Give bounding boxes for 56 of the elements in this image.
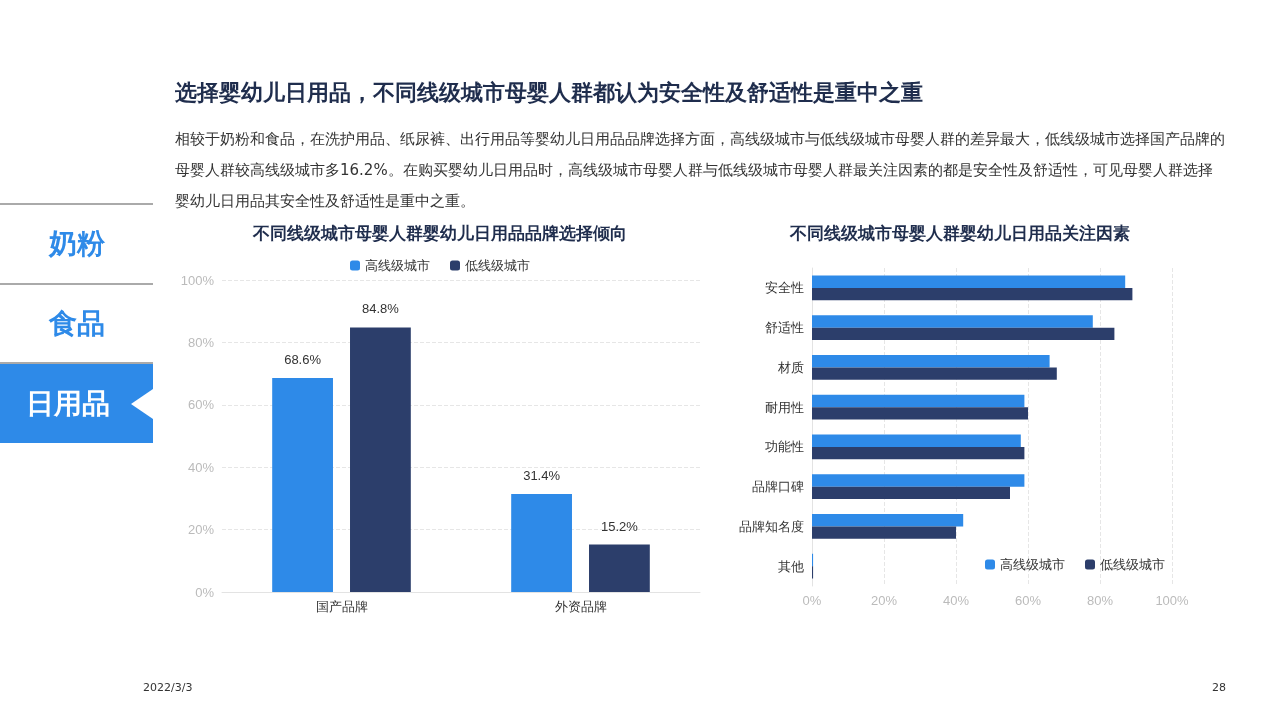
- bar: [350, 327, 411, 592]
- text: 食品: [47, 306, 106, 342]
- legend-label: 高线级城市: [365, 258, 430, 273]
- x-tick-label: 40%: [942, 593, 970, 608]
- bar: [812, 434, 1021, 447]
- y-tick-label: 100%: [180, 272, 215, 288]
- bar: [812, 407, 1028, 420]
- text: 2022/3/3: [143, 681, 193, 694]
- bar: [812, 327, 1115, 340]
- y-tick-label: 功能性: [765, 439, 804, 455]
- x-tick-label: 外资品牌: [554, 599, 607, 614]
- y-tick-label: 品牌知名度: [739, 518, 804, 534]
- y-tick-label: 材质: [777, 359, 804, 375]
- x-tick-label: 国产品牌: [315, 599, 368, 614]
- y-tick-label: 60%: [187, 397, 215, 413]
- data-label: 31.4%: [523, 468, 561, 484]
- y-tick-label: 80%: [187, 334, 215, 350]
- legend-label: 低线级城市: [1100, 557, 1165, 572]
- text: 奶粉: [47, 226, 106, 262]
- bar: [812, 526, 956, 539]
- bar: [812, 514, 964, 527]
- y-tick-label: 其他: [778, 558, 804, 574]
- y-tick-label: 40%: [187, 459, 215, 475]
- data-label: 15.2%: [600, 518, 639, 534]
- text: 相较于奶粉和食品，在洗护用品、纸尿裤、出行用品等婴幼儿日用品品牌选择方面，高线级城市与低线级城市母婴人群的差异最大，低线级城市选择国产品牌的母婴人群较高线级城市多16.2%。在购买婴幼儿日用品时，高线级城市母婴人群与低线级城市母婴人群最关注因素的都是安全性及舒适性，可见母婴人群选择婴幼儿日用品其安全性及舒适性是重中之重。: [175, 129, 1225, 212]
- data-label: 84.8%: [361, 301, 400, 317]
- bar: [589, 544, 650, 592]
- data-label: 68.6%: [284, 351, 322, 367]
- bar: [812, 367, 1057, 380]
- bar: [511, 494, 572, 592]
- text: 日用品: [24, 386, 111, 422]
- y-tick-label: 品牌口碑: [752, 479, 804, 495]
- y-tick-label: 20%: [187, 522, 215, 538]
- x-tick-label: 100%: [1155, 593, 1190, 608]
- bar: [812, 394, 1025, 408]
- legend-label: 低线级城市: [465, 258, 530, 273]
- text: 28: [1212, 681, 1226, 694]
- bar: [812, 275, 1126, 288]
- bar: [812, 287, 1133, 301]
- legend-label: 高线级城市: [1000, 557, 1065, 572]
- x-tick-label: 0%: [802, 593, 822, 608]
- chart-title: 不同线级城市母婴人群婴幼儿日用品品牌选择倾向: [252, 224, 627, 243]
- bar: [812, 315, 1093, 328]
- x-tick-label: 60%: [1014, 593, 1042, 608]
- bar: [272, 377, 333, 592]
- y-tick-label: 舒适性: [765, 320, 804, 336]
- bar: [812, 486, 1010, 499]
- x-tick-label: 80%: [1086, 593, 1114, 608]
- chart-title: 不同线级城市母婴人群婴幼儿日用品关注因素: [789, 224, 1130, 243]
- bar: [812, 355, 1050, 368]
- bar: [812, 446, 1025, 460]
- x-tick-label: 20%: [870, 593, 898, 608]
- text: 选择婴幼儿日用品，不同线级城市母婴人群都认为安全性及舒适性是重中之重: [175, 79, 923, 107]
- y-tick-label: 耐用性: [765, 399, 804, 415]
- bar: [812, 474, 1025, 487]
- y-tick-label: 安全性: [765, 280, 804, 296]
